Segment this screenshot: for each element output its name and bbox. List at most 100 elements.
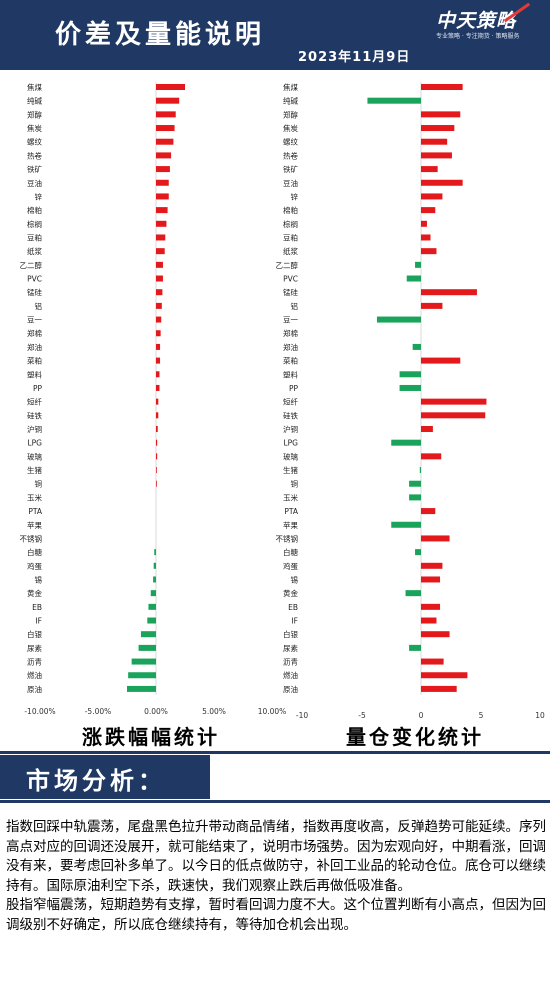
category-label-volume: EB bbox=[288, 603, 298, 612]
bar-change bbox=[138, 644, 156, 651]
bar-change bbox=[154, 549, 156, 556]
bar-volume bbox=[421, 166, 438, 173]
category-label-volume: 铝 bbox=[291, 301, 299, 311]
category-label-change: 铝 bbox=[35, 301, 43, 311]
bar-volume bbox=[421, 603, 441, 610]
bar-volume bbox=[405, 590, 421, 597]
x-tick-label-change: 0.00% bbox=[144, 707, 168, 716]
bar-volume bbox=[421, 508, 436, 515]
category-label-volume: 焦煤 bbox=[283, 82, 298, 92]
category-label-change: 燃油 bbox=[27, 670, 42, 680]
category-label-change: 豆油 bbox=[27, 178, 42, 188]
bar-volume bbox=[421, 658, 444, 665]
x-tick-label-volume: -5 bbox=[358, 711, 366, 720]
bar-change bbox=[156, 384, 160, 391]
bar-change bbox=[156, 84, 185, 90]
bar-change bbox=[156, 275, 163, 282]
category-label-change: 锡 bbox=[35, 575, 43, 584]
bar-change bbox=[156, 453, 158, 460]
category-label-change: 棕榈 bbox=[27, 219, 42, 229]
category-label-change: 硅铁 bbox=[27, 410, 42, 420]
bar-change bbox=[148, 603, 156, 610]
x-tick-label-change: -10.00% bbox=[24, 707, 55, 716]
bar-volume bbox=[421, 562, 443, 569]
category-label-change: 鸡蛋 bbox=[27, 561, 42, 571]
bar-change bbox=[156, 426, 158, 432]
bar-volume bbox=[367, 97, 421, 104]
category-label-change: 短纤 bbox=[27, 397, 42, 407]
category-label-volume: 沪铜 bbox=[283, 424, 298, 434]
category-label-volume: 锰硅 bbox=[283, 287, 298, 297]
bar-volume bbox=[421, 357, 461, 364]
bar-change bbox=[156, 152, 172, 159]
report-date: 2023年11月9日 bbox=[298, 50, 411, 65]
x-tick-label-volume: 10 bbox=[535, 711, 545, 720]
bar-change bbox=[153, 576, 156, 583]
category-label-change: EB bbox=[32, 603, 42, 612]
bar-change bbox=[128, 672, 156, 679]
analysis-paragraph: 股指窄幅震荡，短期趋势有支撑，暂时看回调力度不大。这个位置判断有小高点，但因为回… bbox=[6, 897, 546, 933]
bar-change bbox=[156, 467, 157, 474]
category-label-change: 尿素 bbox=[27, 643, 42, 653]
bar-change bbox=[156, 412, 159, 419]
bar-volume bbox=[421, 426, 433, 432]
bar-volume bbox=[412, 343, 421, 350]
category-label-volume: 白糖 bbox=[283, 547, 298, 557]
x-tick-label-change: 10.00% bbox=[258, 707, 287, 716]
bar-volume bbox=[421, 631, 450, 638]
bar-change bbox=[156, 398, 159, 405]
category-label-change: 锰硅 bbox=[27, 287, 42, 297]
category-label-change: 原油 bbox=[27, 684, 42, 694]
category-label-change: 纸浆 bbox=[27, 246, 42, 256]
category-label-change: 郑醇 bbox=[27, 109, 42, 119]
market-analysis: 指数回踩中轨震荡，尾盘黑色拉升带动商品情绪，指数再度收高，反弹趋势可能延续。序列… bbox=[6, 818, 546, 935]
bar-volume bbox=[421, 220, 427, 227]
logo-tagline: 专业策略 · 专注期货 · 策略服务 bbox=[436, 33, 520, 40]
section-underline bbox=[0, 800, 550, 803]
category-label-volume: 热卷 bbox=[283, 150, 298, 160]
bar-change bbox=[156, 357, 161, 364]
bar-change bbox=[156, 439, 158, 446]
bar-volume bbox=[421, 412, 486, 419]
category-label-volume: 硅铁 bbox=[283, 410, 298, 420]
bar-change bbox=[131, 658, 156, 665]
category-label-volume: 原油 bbox=[283, 684, 298, 694]
bar-volume bbox=[421, 289, 477, 296]
category-label-volume: 焦炭 bbox=[283, 123, 298, 133]
category-label-volume: 沥青 bbox=[283, 657, 298, 667]
bar-volume bbox=[391, 439, 421, 446]
category-label-volume: 锌 bbox=[291, 191, 299, 201]
bar-volume bbox=[406, 275, 421, 282]
bar-change bbox=[156, 166, 170, 173]
category-label-change: 锌 bbox=[35, 191, 43, 201]
section-divider bbox=[0, 751, 550, 754]
bar-change bbox=[156, 343, 161, 350]
bar-change bbox=[127, 685, 156, 692]
category-label-volume: 苹果 bbox=[283, 520, 298, 530]
section-banner: 市场分析： bbox=[0, 755, 210, 799]
chart-caption-change: 涨跌幅幅统计 bbox=[82, 725, 220, 749]
x-tick-label-volume: 0 bbox=[419, 711, 424, 720]
bar-volume bbox=[421, 152, 452, 159]
bar-change bbox=[156, 111, 176, 118]
bar-volume bbox=[421, 125, 455, 132]
x-tick-label-change: -5.00% bbox=[85, 707, 112, 716]
category-label-change: 黄金 bbox=[27, 588, 42, 598]
x-tick-label-volume: 5 bbox=[479, 711, 484, 720]
bar-volume bbox=[415, 261, 421, 268]
category-label-volume: 玉米 bbox=[283, 492, 298, 502]
category-label-volume: 塑料 bbox=[283, 369, 298, 379]
section-title: 市场分析： bbox=[26, 766, 166, 795]
bar-volume bbox=[421, 535, 450, 542]
bar-change bbox=[156, 207, 168, 214]
category-label-volume: 锡 bbox=[291, 575, 299, 584]
category-label-change: 生猪 bbox=[27, 465, 42, 475]
bar-change bbox=[147, 617, 156, 624]
category-label-volume: 黄金 bbox=[283, 588, 298, 598]
bar-volume bbox=[421, 302, 443, 309]
category-label-change: PP bbox=[33, 384, 43, 393]
bar-volume bbox=[421, 685, 457, 692]
bar-change bbox=[156, 371, 160, 378]
header-banner: 价差及量能说明 2023年11月9日 中天策略 专业策略 · 专注期货 · 策略… bbox=[0, 0, 550, 70]
category-label-change: 乙二醇 bbox=[20, 260, 43, 270]
